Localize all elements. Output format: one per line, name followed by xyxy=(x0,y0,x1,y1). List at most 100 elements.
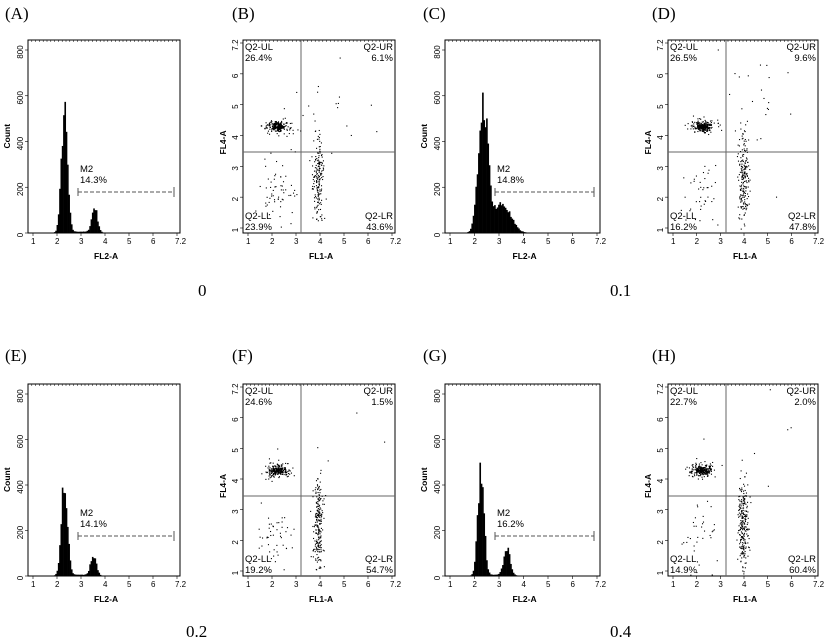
scatter-point xyxy=(694,126,696,128)
scatter-point xyxy=(703,126,706,129)
scatter-point xyxy=(317,163,319,165)
scatter-point xyxy=(280,124,282,127)
y-tick-label: 400 xyxy=(16,480,25,494)
scatter-point xyxy=(271,128,273,130)
scatter-point xyxy=(294,195,296,197)
scatter-point xyxy=(320,216,322,218)
scatter-point xyxy=(742,497,744,499)
x-tick-label: 3 xyxy=(79,237,84,246)
scatter-point xyxy=(743,177,745,179)
scatter-point xyxy=(717,49,719,51)
scatter-point xyxy=(278,464,280,466)
quadrant-ur-name: Q2-UR xyxy=(786,42,816,53)
scatter-point xyxy=(716,560,718,562)
scatter-point xyxy=(743,556,745,558)
scatter-point xyxy=(744,530,746,532)
scatter-point xyxy=(738,530,740,532)
scatter-point xyxy=(740,228,742,230)
scatter-point xyxy=(280,468,283,470)
scatter-point xyxy=(281,471,283,474)
scatter-point xyxy=(272,525,274,527)
histogram-bar xyxy=(480,483,483,576)
scatter-point xyxy=(690,574,692,576)
scatter-point xyxy=(274,121,276,123)
scatter-point xyxy=(315,175,317,177)
x-tick-label: 3 xyxy=(718,580,723,589)
scatter-point xyxy=(741,166,743,168)
scatter-point xyxy=(281,470,284,472)
scatter-point xyxy=(320,513,322,515)
scatter-point xyxy=(313,531,315,533)
scatter-point xyxy=(697,470,699,473)
scatter-point xyxy=(741,527,743,530)
histogram-bar xyxy=(60,524,63,576)
scatter-point xyxy=(277,128,280,130)
scatter-point xyxy=(258,528,260,530)
scatter-point xyxy=(748,181,750,183)
scatter-point xyxy=(273,126,275,128)
histogram-bar xyxy=(520,231,523,233)
scatter-point xyxy=(699,127,701,130)
scatter-point xyxy=(738,139,741,141)
scatter-point xyxy=(289,473,291,475)
scatter-point xyxy=(319,499,321,501)
scatter-point xyxy=(736,539,738,541)
scatter-point xyxy=(743,533,745,535)
histogram-bar xyxy=(73,231,76,233)
histogram-bar xyxy=(507,547,510,576)
scatter-point xyxy=(270,534,272,537)
scatter-point xyxy=(319,178,321,180)
scatter-point xyxy=(265,122,267,124)
scatter-point xyxy=(316,207,318,209)
scatter-point xyxy=(282,544,284,546)
scatter-point xyxy=(317,91,319,93)
scatter-point xyxy=(277,554,279,556)
scatter-point xyxy=(268,458,271,460)
scatter-point xyxy=(376,131,378,133)
scatter-point xyxy=(741,178,743,180)
scatter-point xyxy=(742,516,744,518)
scatter-point xyxy=(320,514,322,516)
scatter-point xyxy=(696,122,699,125)
scatter-point xyxy=(318,548,320,551)
scatter-point xyxy=(275,122,278,124)
scatter-point xyxy=(707,126,709,128)
scatter-point xyxy=(321,188,323,190)
scatter-point xyxy=(742,190,744,193)
x-tick-label: 7.2 xyxy=(390,580,402,589)
scatter-point xyxy=(744,518,746,521)
scatter-point xyxy=(320,472,322,474)
scatter-point xyxy=(280,176,282,178)
scatter-point xyxy=(711,120,713,122)
scatter-point xyxy=(700,123,702,125)
scatter-point xyxy=(742,174,744,176)
scatter-point xyxy=(312,188,314,190)
scatter-point xyxy=(744,145,746,147)
scatter-point xyxy=(317,501,319,503)
histogram-bar xyxy=(516,227,519,233)
scatter-point xyxy=(279,122,281,124)
scatter-point xyxy=(745,562,747,564)
scatter-point xyxy=(740,491,743,493)
histogram-bar xyxy=(87,570,90,576)
scatter-point xyxy=(756,139,758,141)
y-axis-label: FL4-A xyxy=(643,130,653,154)
scatter-point xyxy=(322,549,324,551)
histogram-bar xyxy=(64,101,67,233)
scatter-point xyxy=(275,120,277,123)
scatter-point xyxy=(317,485,319,487)
scatter-point xyxy=(288,194,290,197)
scatter-point xyxy=(283,128,285,130)
scatter-point xyxy=(309,160,311,162)
scatter-point xyxy=(685,219,687,221)
histogram-bar xyxy=(64,493,67,576)
scatter-point xyxy=(315,558,317,560)
scatter-point xyxy=(270,558,272,560)
scatter-point xyxy=(319,507,321,509)
scatter-point xyxy=(689,471,691,473)
x-tick-label: 3 xyxy=(718,237,723,246)
scatter-point xyxy=(741,551,744,553)
histogram-bar xyxy=(97,221,99,233)
scatter-point xyxy=(285,474,287,476)
scatter-point xyxy=(319,208,322,211)
